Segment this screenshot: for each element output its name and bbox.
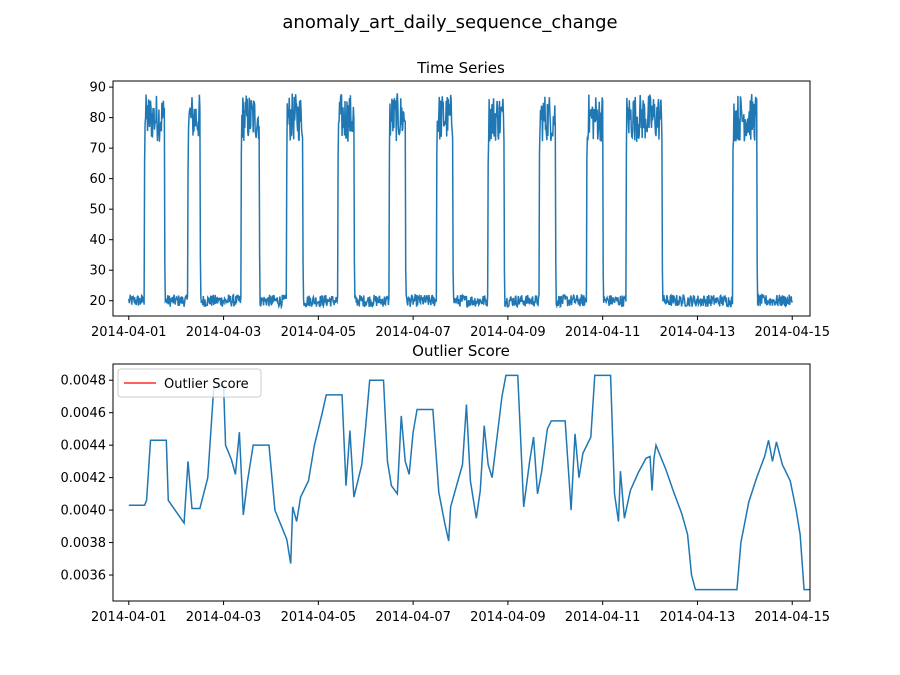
outlier-score-line (128, 374, 810, 591)
ts-x-tick-label: 2014-04-05 (281, 325, 357, 340)
os-x-tick-label: 2014-04-05 (281, 610, 357, 625)
ts-y-tick-label: 40 (89, 233, 106, 248)
os-x-tick-label: 2014-04-11 (565, 610, 641, 625)
legend-box (117, 368, 262, 398)
outlier-score-x-axis: 2014-04-01 2014-04-03 2014-04-05 2014-04-07… (91, 601, 830, 625)
os-y-tick-label: 0.0048 (61, 374, 107, 389)
outlier-score-plot-area (128, 374, 810, 591)
time-series-y-axis: 20 30 40 50 60 70 80 90 (89, 81, 113, 309)
ts-y-tick-label: 80 (89, 111, 106, 126)
ts-y-tick-label: 90 (89, 81, 106, 96)
os-x-tick-label: 2014-04-15 (754, 610, 830, 625)
ts-x-tick-label: 2014-04-15 (754, 325, 830, 340)
outlier-score-panel: Outlier Score 2014-04-01 2014-04-03 2014-0… (61, 342, 831, 625)
ts-y-tick-label: 50 (89, 203, 106, 218)
os-x-tick-label: 2014-04-01 (91, 610, 167, 625)
os-x-tick-label: 2014-04-13 (660, 610, 736, 625)
time-series-x-axis: 2014-04-01 2014-04-03 2014-04-05 2014-04-07… (91, 316, 830, 340)
ts-x-tick-label: 2014-04-03 (186, 325, 262, 340)
os-x-tick-label: 2014-04-03 (186, 610, 262, 625)
time-series-frame (112, 80, 811, 317)
ts-x-tick-label: 2014-04-09 (470, 325, 546, 340)
ts-y-tick-label: 20 (89, 294, 106, 309)
os-y-tick-label: 0.0046 (61, 406, 107, 421)
os-y-tick-label: 0.0040 (61, 504, 107, 519)
ts-x-tick-label: 2014-04-13 (660, 325, 736, 340)
outlier-score-y-axis: 0.0036 0.0038 0.0040 0.0042 0.0044 0.0046 0.00… (61, 374, 113, 584)
outlier-score-title: Outlier Score (412, 342, 510, 360)
ts-y-tick-label: 30 (89, 264, 106, 279)
ts-x-tick-label: 2014-04-07 (375, 325, 451, 340)
ts-x-tick-label: 2014-04-11 (565, 325, 641, 340)
outlier-score-frame (112, 363, 811, 602)
legend-label: Outlier Score (164, 377, 249, 392)
os-x-tick-label: 2014-04-07 (375, 610, 451, 625)
time-series-plot-area (128, 93, 793, 310)
os-y-tick-label: 0.0036 (61, 569, 107, 584)
time-series-line (128, 93, 793, 310)
os-y-tick-label: 0.0042 (61, 471, 107, 486)
figure-title: anomaly_art_daily_sequence_change (282, 12, 617, 33)
ts-x-tick-label: 2014-04-01 (91, 325, 167, 340)
legend: Outlier Score (117, 368, 262, 398)
time-series-panel: Time Series 2014-04-01 2014-04-03 2014-04-… (89, 59, 830, 340)
ts-y-tick-label: 60 (89, 172, 106, 187)
os-y-tick-label: 0.0038 (61, 536, 107, 551)
time-series-title: Time Series (416, 59, 505, 77)
os-x-tick-label: 2014-04-09 (470, 610, 546, 625)
os-y-tick-label: 0.0044 (61, 439, 107, 454)
ts-y-tick-label: 70 (89, 142, 106, 157)
